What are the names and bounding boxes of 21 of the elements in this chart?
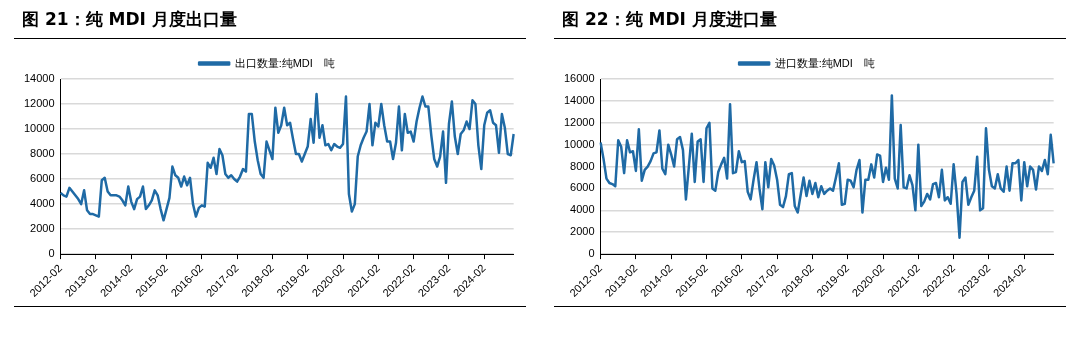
- legend-label: 进口数量:纯MDI 吨: [774, 56, 875, 69]
- chart-title: 图 21：纯 MDI 月度出口量: [22, 8, 237, 31]
- y-tick-label: 0: [48, 247, 55, 260]
- y-tick-label: 12000: [563, 115, 595, 128]
- y-tick-label: 6000: [30, 172, 55, 185]
- chart-title: 图 22：纯 MDI 月度进口量: [562, 8, 777, 31]
- y-tick-label: 2000: [570, 225, 595, 238]
- y-tick-label: 4000: [570, 203, 595, 216]
- y-tick-label: 8000: [570, 159, 595, 172]
- y-tick-label: 14000: [563, 93, 595, 106]
- y-tick-label: 12000: [23, 97, 55, 110]
- y-tick-label: 14000: [23, 72, 55, 85]
- y-tick-label: 10000: [23, 122, 55, 135]
- y-tick-label: 6000: [570, 181, 595, 194]
- y-tick-label: 8000: [30, 147, 55, 160]
- y-tick-label: 2000: [30, 222, 55, 235]
- y-tick-label: 4000: [30, 197, 55, 210]
- legend-label: 出口数量:纯MDI 吨: [234, 56, 335, 69]
- y-tick-label: 16000: [563, 72, 595, 85]
- y-tick-label: 10000: [563, 137, 595, 150]
- y-tick-label: 0: [588, 247, 595, 260]
